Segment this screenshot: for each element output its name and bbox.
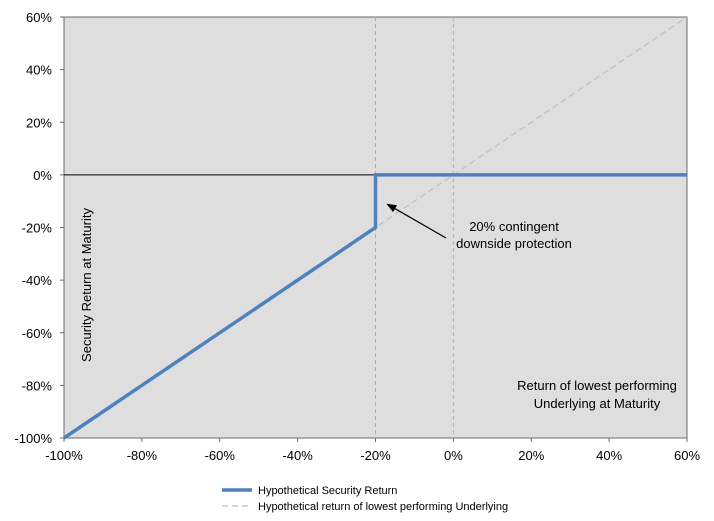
x-tick-label: 60% bbox=[674, 448, 700, 463]
x-axis-label: Return of lowest performing Underlying at… bbox=[517, 378, 677, 411]
annotation-text-line-0: 20% contingent bbox=[469, 219, 559, 234]
x-axis-label-line-0: Return of lowest performing bbox=[517, 378, 677, 393]
annotation-text-line-1: downside protection bbox=[456, 236, 572, 251]
y-tick-label: -60% bbox=[22, 326, 53, 341]
x-tick-label: -20% bbox=[360, 448, 391, 463]
annotation: 20% contingent downside protection bbox=[386, 203, 572, 251]
y-tick-label: 20% bbox=[26, 115, 52, 130]
legend-label-underlying: Hypothetical return of lowest performing… bbox=[258, 501, 508, 513]
x-tick-label: -80% bbox=[127, 448, 158, 463]
y-axis-ticks: -100% -80% -60% -40% -20% 0% 20% 40% 60% bbox=[14, 10, 64, 446]
series-line-security bbox=[63, 173, 687, 440]
x-tick-label: -40% bbox=[282, 448, 313, 463]
y-axis-label: Security Return at Maturity bbox=[79, 208, 94, 362]
legend-label-security: Hypothetical Security Return bbox=[258, 485, 397, 497]
y-tick-label: -20% bbox=[22, 221, 53, 236]
x-axis-label-line-1: Underlying at Maturity bbox=[534, 396, 661, 411]
y-tick-label: 0% bbox=[33, 168, 52, 183]
x-tick-label: 0% bbox=[444, 448, 463, 463]
series-layer bbox=[63, 16, 688, 440]
y-tick-label: 40% bbox=[26, 63, 52, 78]
y-tick-label: 60% bbox=[26, 10, 52, 25]
x-axis-ticks: -100% -80% -60% -40% -20% 0% 20% 40% 60% bbox=[45, 438, 700, 463]
x-tick-label: 20% bbox=[518, 448, 544, 463]
y-tick-label: -80% bbox=[22, 378, 53, 393]
legend: Hypothetical Security Return Hypothetical… bbox=[222, 485, 508, 513]
x-tick-label: 40% bbox=[596, 448, 622, 463]
x-tick-label: -100% bbox=[45, 448, 83, 463]
y-tick-label: -40% bbox=[22, 273, 53, 288]
annotation-arrow bbox=[386, 203, 447, 239]
x-tick-label: -60% bbox=[205, 448, 236, 463]
y-tick-label: -100% bbox=[14, 431, 52, 446]
